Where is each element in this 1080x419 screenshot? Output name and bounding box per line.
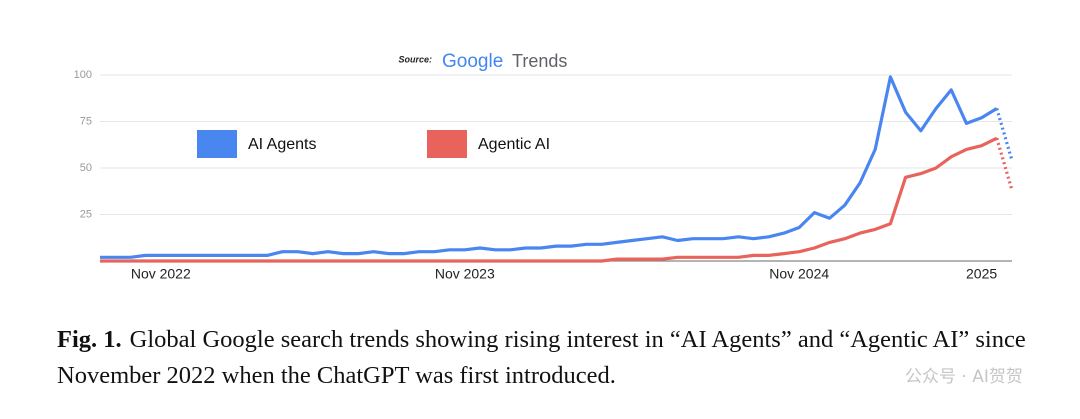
chart: Source: Google Trends 25 50 75 100 Nov 2022 N… bbox=[74, 51, 1014, 282]
y-tick-label: 50 bbox=[80, 162, 92, 174]
caption-text: Global Google search trends showing risi… bbox=[57, 326, 1026, 389]
legend-swatch bbox=[197, 130, 237, 158]
line-tail bbox=[995, 108, 1014, 162]
line-series bbox=[100, 75, 998, 259]
line-tail bbox=[995, 137, 1014, 191]
source-brand: Google bbox=[442, 51, 503, 72]
x-tick-label: Nov 2023 bbox=[435, 266, 495, 282]
legend-label: Agentic AI bbox=[478, 136, 550, 153]
caption-label: Fig. 1. bbox=[57, 326, 122, 353]
source-product: Trends bbox=[512, 51, 567, 71]
legend-swatch bbox=[427, 130, 467, 158]
y-tick-label: 75 bbox=[80, 115, 92, 127]
caption: Fig. 1. Global Google search trends showi… bbox=[57, 322, 1042, 394]
legend-label: AI Agents bbox=[248, 136, 317, 153]
watermark: 公众号 · AI贺贺 bbox=[905, 367, 1023, 387]
y-tick-label: 100 bbox=[74, 69, 92, 81]
y-tick-label: 25 bbox=[80, 208, 92, 220]
x-tick-label: Nov 2022 bbox=[131, 266, 191, 282]
x-tick-label: Nov 2024 bbox=[769, 266, 829, 282]
line-series bbox=[100, 136, 998, 263]
x-tick-label: 2025 bbox=[966, 266, 997, 282]
source-label: Source: bbox=[398, 54, 432, 64]
